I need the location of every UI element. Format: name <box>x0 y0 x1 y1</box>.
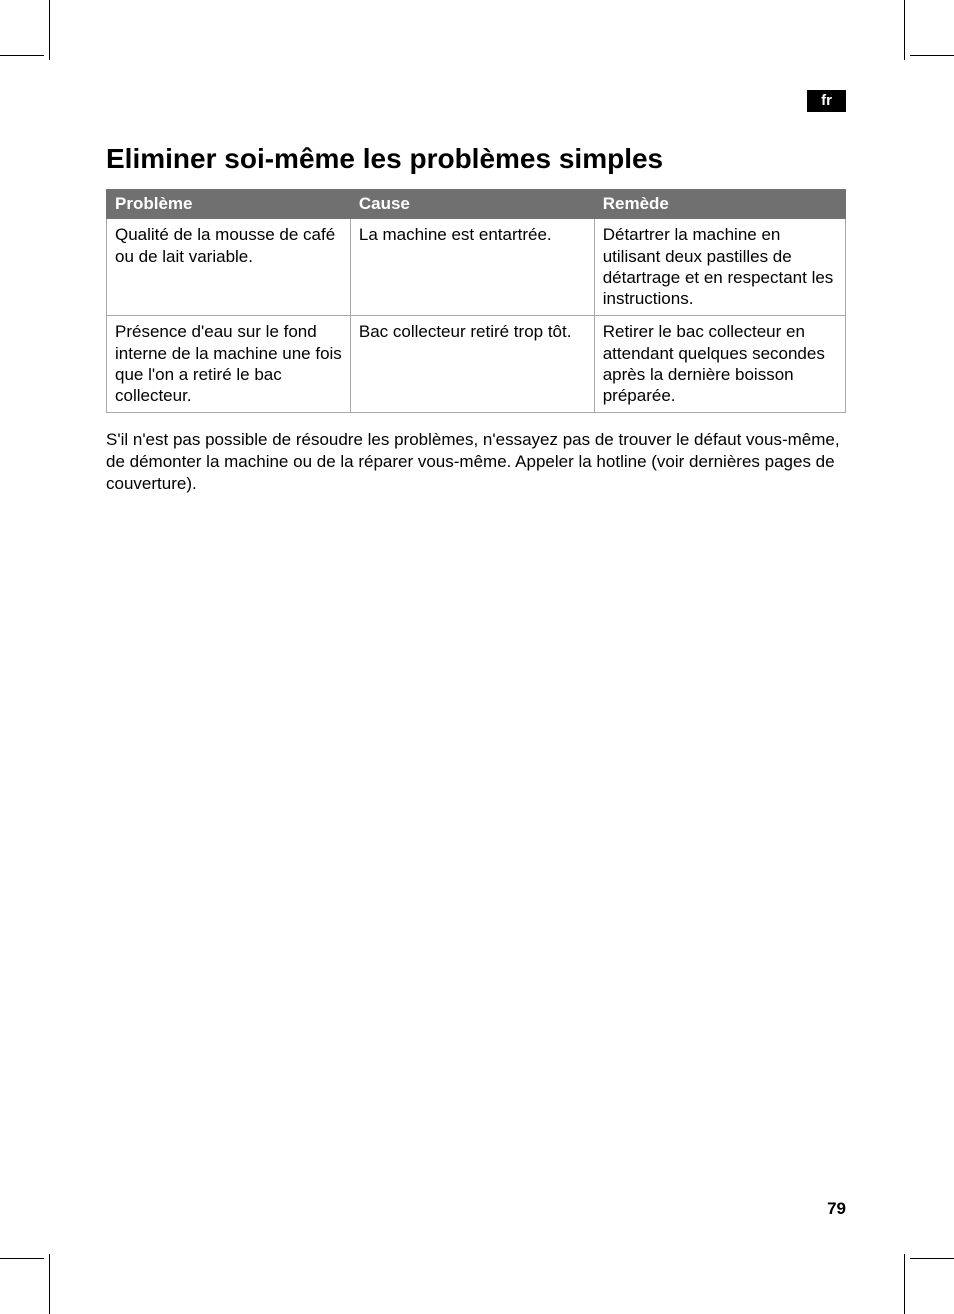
col-header-problem: Problème <box>107 190 351 219</box>
crop-mark <box>904 1254 905 1314</box>
crop-mark <box>910 55 954 56</box>
cell-cause: Bac collecteur retiré trop tôt. <box>350 316 594 413</box>
troubleshoot-table: Problème Cause Remède Qualité de la mous… <box>106 189 846 413</box>
col-header-remedy: Remède <box>594 190 845 219</box>
crop-mark <box>0 1258 44 1259</box>
footnote-text: S'il n'est pas possible de résoudre les … <box>106 429 846 494</box>
col-header-cause: Cause <box>350 190 594 219</box>
page-content: Eliminer soi-même les problèmes simples … <box>106 143 846 495</box>
table-header-row: Problème Cause Remède <box>107 190 846 219</box>
crop-mark <box>49 0 50 60</box>
cell-remedy: Retirer le bac collecteur en attendant q… <box>594 316 845 413</box>
crop-mark <box>910 1258 954 1259</box>
crop-mark <box>0 55 44 56</box>
cell-cause: La machine est entartrée. <box>350 219 594 316</box>
cell-problem: Qualité de la mousse de café ou de lait … <box>107 219 351 316</box>
manual-page: fr Eliminer soi-même les problèmes simpl… <box>0 0 954 1314</box>
section-title: Eliminer soi-même les problèmes simples <box>106 143 846 175</box>
crop-mark <box>49 1254 50 1314</box>
crop-mark <box>904 0 905 60</box>
language-badge: fr <box>807 90 846 112</box>
cell-remedy: Détartrer la machine en utilisant deux p… <box>594 219 845 316</box>
cell-problem: Présence d'eau sur le fond interne de la… <box>107 316 351 413</box>
table-row: Présence d'eau sur le fond interne de la… <box>107 316 846 413</box>
page-number: 79 <box>827 1199 846 1219</box>
table-row: Qualité de la mousse de café ou de lait … <box>107 219 846 316</box>
